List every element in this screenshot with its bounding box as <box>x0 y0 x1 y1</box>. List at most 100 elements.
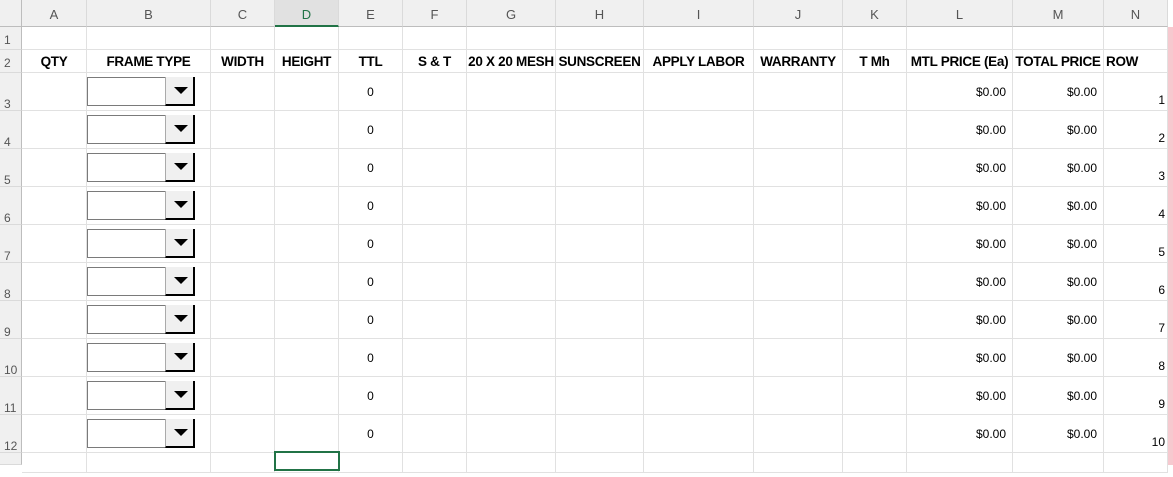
cell-L7[interactable]: $0.00 <box>907 225 1013 263</box>
dropdown-arrow-icon[interactable] <box>165 77 195 106</box>
cell-M13[interactable] <box>1013 453 1104 473</box>
cell-I9[interactable] <box>644 301 754 339</box>
header-width[interactable]: WIDTH <box>211 50 275 73</box>
row-header-12[interactable]: 12 <box>0 415 22 453</box>
cell-F11[interactable] <box>403 377 467 415</box>
header-sunscreen[interactable]: SUNSCREEN <box>556 50 644 73</box>
cell-F8[interactable] <box>403 263 467 301</box>
cell-K9[interactable] <box>843 301 907 339</box>
row-header-11[interactable]: 11 <box>0 377 22 415</box>
column-header-n[interactable]: N <box>1104 0 1168 27</box>
cell-H5[interactable] <box>556 149 644 187</box>
cell-D5[interactable] <box>275 149 339 187</box>
cell-B13[interactable] <box>87 453 211 473</box>
column-header-h[interactable]: H <box>556 0 644 27</box>
cell-K1[interactable] <box>843 27 907 50</box>
frame-type-dropdown[interactable] <box>87 191 195 220</box>
frame-type-dropdown[interactable] <box>87 153 195 182</box>
cell-I13[interactable] <box>644 453 754 473</box>
cell-D4[interactable] <box>275 111 339 149</box>
cell-L3[interactable]: $0.00 <box>907 73 1013 111</box>
cell-H4[interactable] <box>556 111 644 149</box>
row-header-8[interactable]: 8 <box>0 263 22 301</box>
cell-A4[interactable] <box>22 111 87 149</box>
cell-B8[interactable] <box>87 263 211 301</box>
cell-D1[interactable] <box>275 27 339 50</box>
cell-N4[interactable]: 2 <box>1104 111 1168 149</box>
cell-I1[interactable] <box>644 27 754 50</box>
cell-C6[interactable] <box>211 187 275 225</box>
cell-I11[interactable] <box>644 377 754 415</box>
column-header-k[interactable]: K <box>843 0 907 27</box>
cell-N10[interactable]: 8 <box>1104 339 1168 377</box>
cell-B4[interactable] <box>87 111 211 149</box>
dropdown-arrow-icon[interactable] <box>165 305 195 334</box>
cell-H10[interactable] <box>556 339 644 377</box>
frame-type-dropdown[interactable] <box>87 267 195 296</box>
cell-A13[interactable] <box>22 453 87 473</box>
cell-G1[interactable] <box>467 27 556 50</box>
cell-H3[interactable] <box>556 73 644 111</box>
row-header-9[interactable]: 9 <box>0 301 22 339</box>
column-header-d[interactable]: D <box>275 0 339 27</box>
cell-H8[interactable] <box>556 263 644 301</box>
cell-K10[interactable] <box>843 339 907 377</box>
cell-B1[interactable] <box>87 27 211 50</box>
cell-L4[interactable]: $0.00 <box>907 111 1013 149</box>
cell-B5[interactable] <box>87 149 211 187</box>
header-20-x-20-mesh[interactable]: 20 X 20 MESH <box>467 50 556 73</box>
cell-N9[interactable]: 7 <box>1104 301 1168 339</box>
cell-N5[interactable]: 3 <box>1104 149 1168 187</box>
cell-A10[interactable] <box>22 339 87 377</box>
cell-M9[interactable]: $0.00 <box>1013 301 1104 339</box>
cell-E11[interactable]: 0 <box>339 377 403 415</box>
cell-H9[interactable] <box>556 301 644 339</box>
cell-D3[interactable] <box>275 73 339 111</box>
row-header-3[interactable]: 3 <box>0 73 22 111</box>
cell-N1[interactable] <box>1104 27 1168 50</box>
dropdown-arrow-icon[interactable] <box>165 381 195 410</box>
column-header-i[interactable]: I <box>644 0 754 27</box>
cell-E10[interactable]: 0 <box>339 339 403 377</box>
cell-M4[interactable]: $0.00 <box>1013 111 1104 149</box>
cell-F7[interactable] <box>403 225 467 263</box>
cell-J6[interactable] <box>754 187 843 225</box>
cell-E4[interactable]: 0 <box>339 111 403 149</box>
cell-I3[interactable] <box>644 73 754 111</box>
cell-A12[interactable] <box>22 415 87 453</box>
cell-D9[interactable] <box>275 301 339 339</box>
cell-J1[interactable] <box>754 27 843 50</box>
cell-B12[interactable] <box>87 415 211 453</box>
cell-L5[interactable]: $0.00 <box>907 149 1013 187</box>
header-t-mh[interactable]: T Mh <box>843 50 907 73</box>
cell-B9[interactable] <box>87 301 211 339</box>
cell-F4[interactable] <box>403 111 467 149</box>
cell-K13[interactable] <box>843 453 907 473</box>
cell-C4[interactable] <box>211 111 275 149</box>
column-header-l[interactable]: L <box>907 0 1013 27</box>
header-qty[interactable]: QTY <box>22 50 87 73</box>
cell-B11[interactable] <box>87 377 211 415</box>
frame-type-dropdown[interactable] <box>87 229 195 258</box>
row-header-13[interactable] <box>0 453 22 465</box>
row-header-4[interactable]: 4 <box>0 111 22 149</box>
frame-type-dropdown[interactable] <box>87 115 195 144</box>
frame-type-dropdown[interactable] <box>87 343 195 372</box>
cell-K8[interactable] <box>843 263 907 301</box>
cell-H1[interactable] <box>556 27 644 50</box>
cell-I4[interactable] <box>644 111 754 149</box>
header-frame-type[interactable]: FRAME TYPE <box>87 50 211 73</box>
cell-A5[interactable] <box>22 149 87 187</box>
cell-E12[interactable]: 0 <box>339 415 403 453</box>
cell-C11[interactable] <box>211 377 275 415</box>
select-all-corner[interactable] <box>0 0 22 27</box>
dropdown-arrow-icon[interactable] <box>165 419 195 448</box>
cell-D6[interactable] <box>275 187 339 225</box>
cell-G10[interactable] <box>467 339 556 377</box>
cell-K4[interactable] <box>843 111 907 149</box>
cell-N6[interactable]: 4 <box>1104 187 1168 225</box>
cell-D7[interactable] <box>275 225 339 263</box>
dropdown-arrow-icon[interactable] <box>165 343 195 372</box>
cell-B10[interactable] <box>87 339 211 377</box>
header-height[interactable]: HEIGHT <box>275 50 339 73</box>
